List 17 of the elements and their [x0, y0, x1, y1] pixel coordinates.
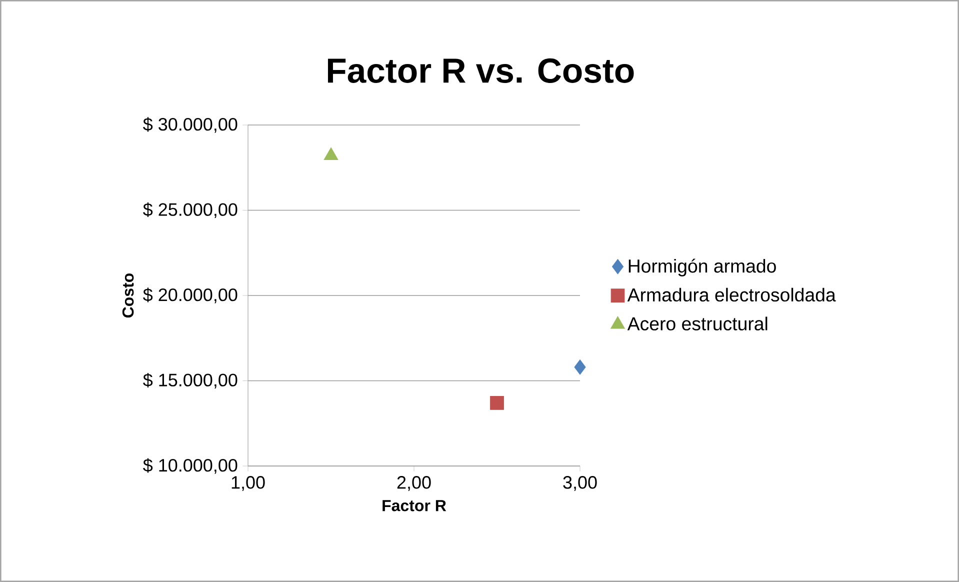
- y-axis-title: Costo: [122, 273, 134, 318]
- x-tick-label: 1,00: [232, 476, 265, 491]
- y-tick-label: $ 10.000,00: [143, 458, 238, 474]
- legend-label: Armadura electrosoldada: [627, 288, 836, 302]
- y-tick-label: $ 20.000,00: [143, 288, 238, 304]
- legend-label: Acero estructural: [627, 316, 768, 330]
- y-tick-label: $ 25.000,00: [143, 202, 238, 218]
- x-tick-label: 2,00: [397, 476, 431, 491]
- x-axis-title: Factor R: [382, 500, 446, 512]
- point: [574, 360, 586, 375]
- point: [490, 396, 504, 410]
- y-tick-label: $ 15.000,00: [143, 372, 238, 389]
- x-tick-label: 3,00: [563, 476, 597, 491]
- legend-label: Hormigón armado: [628, 258, 776, 276]
- point: [324, 147, 338, 160]
- y-tick-label: $ 30.000,00: [143, 117, 238, 133]
- chart-title: Factor R vs. Costo: [328, 58, 634, 83]
